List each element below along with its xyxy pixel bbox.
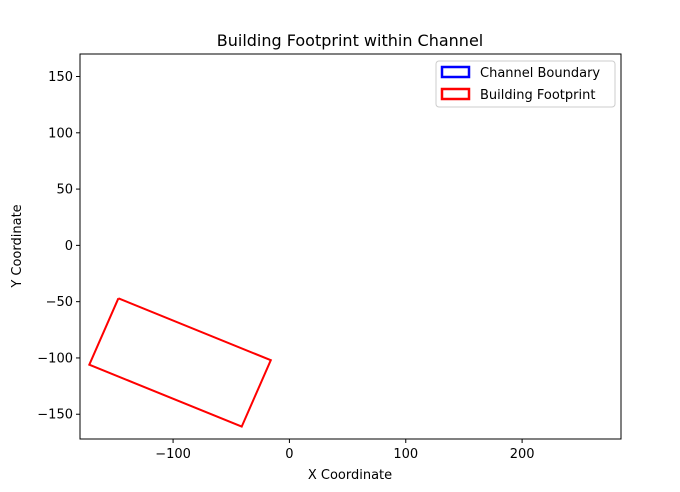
series-layer [87,297,273,428]
y-tick-label: 50 [56,183,73,198]
y-tick-label: 150 [48,70,73,85]
x-axis-label: X Coordinate [308,468,392,483]
x-tick-label: 100 [393,447,418,462]
legend: Channel Boundary Building Footprint [435,60,616,108]
y-tick-label: 100 [48,126,73,141]
y-tick-label: 0 [65,239,73,254]
x-tick-label: 200 [510,447,535,462]
x-tick-label: 0 [285,447,293,462]
legend-swatch-building-footprint [440,87,471,101]
legend-swatch-channel-boundary [440,65,471,79]
x-tick-label: −100 [155,447,191,462]
legend-box [435,60,616,108]
y-tick-label: −100 [37,351,73,366]
y-tick-label: −150 [37,408,73,423]
plot-area [79,53,622,440]
y-axis-ticks: 150 100 50 0 −50 −100 −150 [37,70,80,423]
chart-title: Building Footprint within Channel [217,31,483,50]
x-axis-ticks: −100 0 100 200 [155,439,535,462]
building-footprint-outline [87,297,273,428]
y-tick-label: −50 [46,295,73,310]
y-axis-label: Y Coordinate [10,204,25,288]
plot-frame [79,53,622,440]
legend-label-channel-boundary: Channel Boundary [480,66,600,81]
legend-label-building-footprint: Building Footprint [480,88,595,103]
